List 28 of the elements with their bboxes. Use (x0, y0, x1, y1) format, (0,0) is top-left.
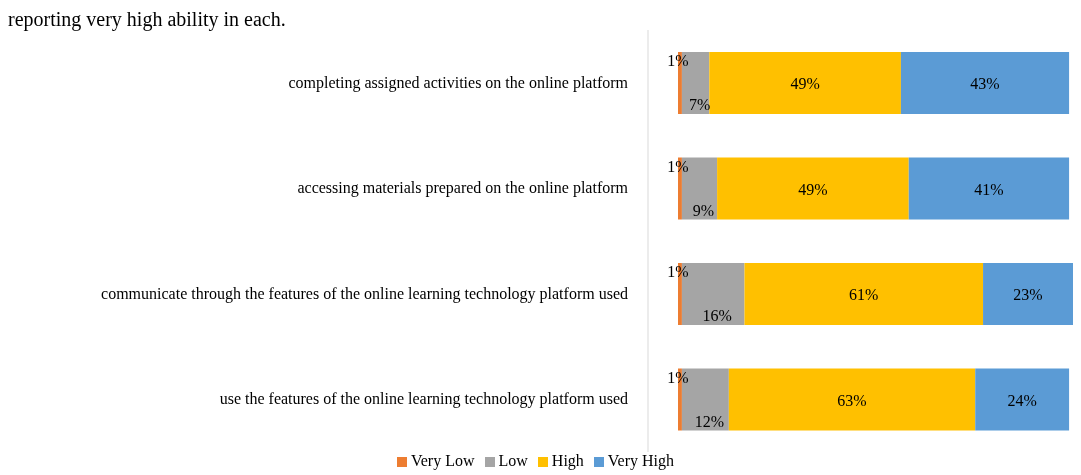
bar (709, 52, 901, 114)
data-label: 16% (702, 307, 732, 324)
y-tick-label: completing assigned activities on the online platform (288, 73, 629, 92)
data-label: 12% (694, 412, 725, 430)
legend-label: Very High (607, 452, 675, 469)
data-label: 23% (1013, 286, 1043, 303)
bar (975, 368, 1070, 431)
bar (744, 263, 984, 325)
data-label: 61% (849, 286, 879, 303)
data-label: 43% (970, 75, 1000, 92)
y-tick-label: communicate through the features of the online learning technology platform used (101, 284, 628, 303)
legend-label: Low (498, 452, 528, 469)
legend-label: High (551, 452, 584, 469)
y-tick-label: use the features of the online learning technology platform used (219, 390, 628, 409)
data-label: 24% (1007, 391, 1037, 409)
data-label: 49% (798, 180, 828, 198)
bar (900, 52, 1070, 114)
text: reporting very high ability in each. (8, 8, 287, 30)
data-label: 49% (790, 75, 820, 92)
bar (983, 263, 1073, 325)
legend-label: Very Low (410, 452, 475, 469)
data-label: 63% (837, 391, 867, 409)
bar (717, 157, 909, 220)
bar (728, 368, 976, 431)
data-label: 41% (974, 180, 1004, 198)
y-tick-label: accessing materials prepared on the online platform (297, 179, 629, 198)
bar (908, 157, 1070, 220)
data-label: 9% (692, 201, 715, 219)
